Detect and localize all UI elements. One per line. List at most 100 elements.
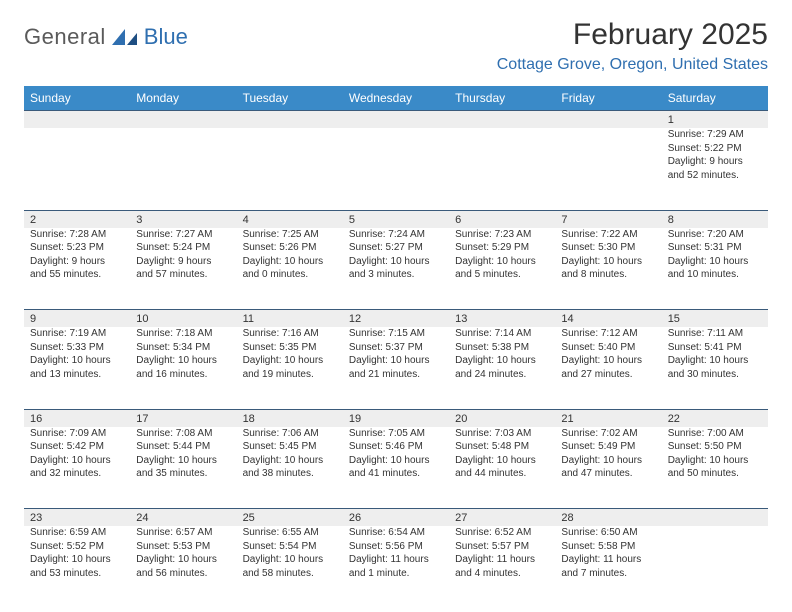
day-cell: Sunrise: 6:50 AM Sunset: 5:58 PM Dayligh…: [555, 526, 661, 608]
day-cell: Sunrise: 7:18 AM Sunset: 5:34 PM Dayligh…: [130, 327, 236, 409]
day-cell-text: Sunrise: 7:24 AM Sunset: 5:27 PM Dayligh…: [349, 229, 430, 281]
day-cell-text: Sunrise: 6:55 AM Sunset: 5:54 PM Dayligh…: [243, 527, 324, 579]
day-cell-text: Sunrise: 7:00 AM Sunset: 5:50 PM Dayligh…: [668, 428, 749, 480]
day-cell-text: Sunrise: 7:25 AM Sunset: 5:26 PM Dayligh…: [243, 229, 324, 281]
day-cell-text: Sunrise: 7:15 AM Sunset: 5:37 PM Dayligh…: [349, 328, 430, 380]
weekday-header: Wednesday: [343, 86, 449, 111]
day-number: 15: [662, 310, 768, 328]
logo: General Blue: [24, 24, 188, 50]
day-number: 7: [555, 210, 661, 228]
day-cell-text: Sunrise: 7:28 AM Sunset: 5:23 PM Dayligh…: [30, 229, 106, 281]
day-number: 14: [555, 310, 661, 328]
day-cell-text: Sunrise: 7:20 AM Sunset: 5:31 PM Dayligh…: [668, 229, 749, 281]
day-number: 19: [343, 409, 449, 427]
day-cell-text: Sunrise: 6:57 AM Sunset: 5:53 PM Dayligh…: [136, 527, 217, 579]
day-body-row: Sunrise: 7:09 AM Sunset: 5:42 PM Dayligh…: [24, 427, 768, 509]
logo-sail-icon: [112, 27, 138, 47]
day-number: 12: [343, 310, 449, 328]
day-number: 17: [130, 409, 236, 427]
day-cell-text: Sunrise: 7:29 AM Sunset: 5:22 PM Dayligh…: [668, 129, 744, 181]
day-cell-text: Sunrise: 7:08 AM Sunset: 5:44 PM Dayligh…: [136, 428, 217, 480]
day-cell-text: Sunrise: 7:18 AM Sunset: 5:34 PM Dayligh…: [136, 328, 217, 380]
weekday-header: Saturday: [662, 86, 768, 111]
day-cell: Sunrise: 7:28 AM Sunset: 5:23 PM Dayligh…: [24, 228, 130, 310]
day-cell-text: Sunrise: 6:52 AM Sunset: 5:57 PM Dayligh…: [455, 527, 535, 579]
day-cell: Sunrise: 7:14 AM Sunset: 5:38 PM Dayligh…: [449, 327, 555, 409]
day-cell: Sunrise: 6:54 AM Sunset: 5:56 PM Dayligh…: [343, 526, 449, 608]
day-number: 4: [237, 210, 343, 228]
day-cell-text: Sunrise: 7:19 AM Sunset: 5:33 PM Dayligh…: [30, 328, 111, 380]
day-number: 5: [343, 210, 449, 228]
day-number: 27: [449, 509, 555, 527]
day-number: 22: [662, 409, 768, 427]
day-number: 28: [555, 509, 661, 527]
day-cell: [343, 128, 449, 210]
day-cell: Sunrise: 7:22 AM Sunset: 5:30 PM Dayligh…: [555, 228, 661, 310]
calendar-table: Sunday Monday Tuesday Wednesday Thursday…: [24, 86, 768, 608]
day-number: 2: [24, 210, 130, 228]
day-number: 11: [237, 310, 343, 328]
day-cell: Sunrise: 6:59 AM Sunset: 5:52 PM Dayligh…: [24, 526, 130, 608]
day-number: 3: [130, 210, 236, 228]
day-number: 8: [662, 210, 768, 228]
day-cell: Sunrise: 7:19 AM Sunset: 5:33 PM Dayligh…: [24, 327, 130, 409]
weekday-header: Sunday: [24, 86, 130, 111]
day-cell: [662, 526, 768, 608]
day-cell-text: Sunrise: 7:09 AM Sunset: 5:42 PM Dayligh…: [30, 428, 111, 480]
daynum-row: 1: [24, 111, 768, 129]
day-cell-text: Sunrise: 6:50 AM Sunset: 5:58 PM Dayligh…: [561, 527, 641, 579]
day-cell: Sunrise: 7:08 AM Sunset: 5:44 PM Dayligh…: [130, 427, 236, 509]
day-cell: Sunrise: 7:00 AM Sunset: 5:50 PM Dayligh…: [662, 427, 768, 509]
day-cell-text: Sunrise: 7:16 AM Sunset: 5:35 PM Dayligh…: [243, 328, 324, 380]
day-cell-text: Sunrise: 7:03 AM Sunset: 5:48 PM Dayligh…: [455, 428, 536, 480]
day-cell: Sunrise: 7:29 AM Sunset: 5:22 PM Dayligh…: [662, 128, 768, 210]
day-number: 26: [343, 509, 449, 527]
day-cell: [237, 128, 343, 210]
day-body-row: Sunrise: 7:28 AM Sunset: 5:23 PM Dayligh…: [24, 228, 768, 310]
day-number: 25: [237, 509, 343, 527]
day-cell: Sunrise: 7:25 AM Sunset: 5:26 PM Dayligh…: [237, 228, 343, 310]
day-cell: Sunrise: 7:24 AM Sunset: 5:27 PM Dayligh…: [343, 228, 449, 310]
day-cell: Sunrise: 7:16 AM Sunset: 5:35 PM Dayligh…: [237, 327, 343, 409]
day-number: 23: [24, 509, 130, 527]
day-cell: Sunrise: 7:12 AM Sunset: 5:40 PM Dayligh…: [555, 327, 661, 409]
day-cell-text: Sunrise: 7:02 AM Sunset: 5:49 PM Dayligh…: [561, 428, 642, 480]
day-cell: Sunrise: 7:06 AM Sunset: 5:45 PM Dayligh…: [237, 427, 343, 509]
day-cell-text: Sunrise: 7:23 AM Sunset: 5:29 PM Dayligh…: [455, 229, 536, 281]
day-cell-text: Sunrise: 7:27 AM Sunset: 5:24 PM Dayligh…: [136, 229, 212, 281]
month-title: February 2025: [497, 18, 768, 52]
day-cell: Sunrise: 7:20 AM Sunset: 5:31 PM Dayligh…: [662, 228, 768, 310]
day-cell: Sunrise: 7:23 AM Sunset: 5:29 PM Dayligh…: [449, 228, 555, 310]
day-cell-text: Sunrise: 7:05 AM Sunset: 5:46 PM Dayligh…: [349, 428, 430, 480]
day-cell-text: Sunrise: 6:59 AM Sunset: 5:52 PM Dayligh…: [30, 527, 111, 579]
day-cell: Sunrise: 7:27 AM Sunset: 5:24 PM Dayligh…: [130, 228, 236, 310]
day-body-row: Sunrise: 6:59 AM Sunset: 5:52 PM Dayligh…: [24, 526, 768, 608]
day-body-row: Sunrise: 7:29 AM Sunset: 5:22 PM Dayligh…: [24, 128, 768, 210]
weekday-header: Monday: [130, 86, 236, 111]
day-cell: Sunrise: 7:09 AM Sunset: 5:42 PM Dayligh…: [24, 427, 130, 509]
day-cell: Sunrise: 7:15 AM Sunset: 5:37 PM Dayligh…: [343, 327, 449, 409]
day-number: [662, 509, 768, 527]
location-subtitle: Cottage Grove, Oregon, United States: [497, 56, 768, 74]
day-number: [130, 111, 236, 129]
logo-text-blue: Blue: [144, 24, 188, 50]
weekday-header: Tuesday: [237, 86, 343, 111]
day-cell-text: Sunrise: 7:12 AM Sunset: 5:40 PM Dayligh…: [561, 328, 642, 380]
day-number: 9: [24, 310, 130, 328]
day-number: [24, 111, 130, 129]
day-number: [449, 111, 555, 129]
day-cell: [449, 128, 555, 210]
daynum-row: 9101112131415: [24, 310, 768, 328]
day-cell: Sunrise: 6:52 AM Sunset: 5:57 PM Dayligh…: [449, 526, 555, 608]
day-cell-text: Sunrise: 7:06 AM Sunset: 5:45 PM Dayligh…: [243, 428, 324, 480]
daynum-row: 2345678: [24, 210, 768, 228]
day-cell: Sunrise: 7:02 AM Sunset: 5:49 PM Dayligh…: [555, 427, 661, 509]
weekday-header: Thursday: [449, 86, 555, 111]
day-number: 21: [555, 409, 661, 427]
day-number: 1: [662, 111, 768, 129]
day-cell: Sunrise: 6:57 AM Sunset: 5:53 PM Dayligh…: [130, 526, 236, 608]
day-body-row: Sunrise: 7:19 AM Sunset: 5:33 PM Dayligh…: [24, 327, 768, 409]
day-number: 24: [130, 509, 236, 527]
logo-text-general: General: [24, 24, 106, 50]
day-cell-text: Sunrise: 7:22 AM Sunset: 5:30 PM Dayligh…: [561, 229, 642, 281]
